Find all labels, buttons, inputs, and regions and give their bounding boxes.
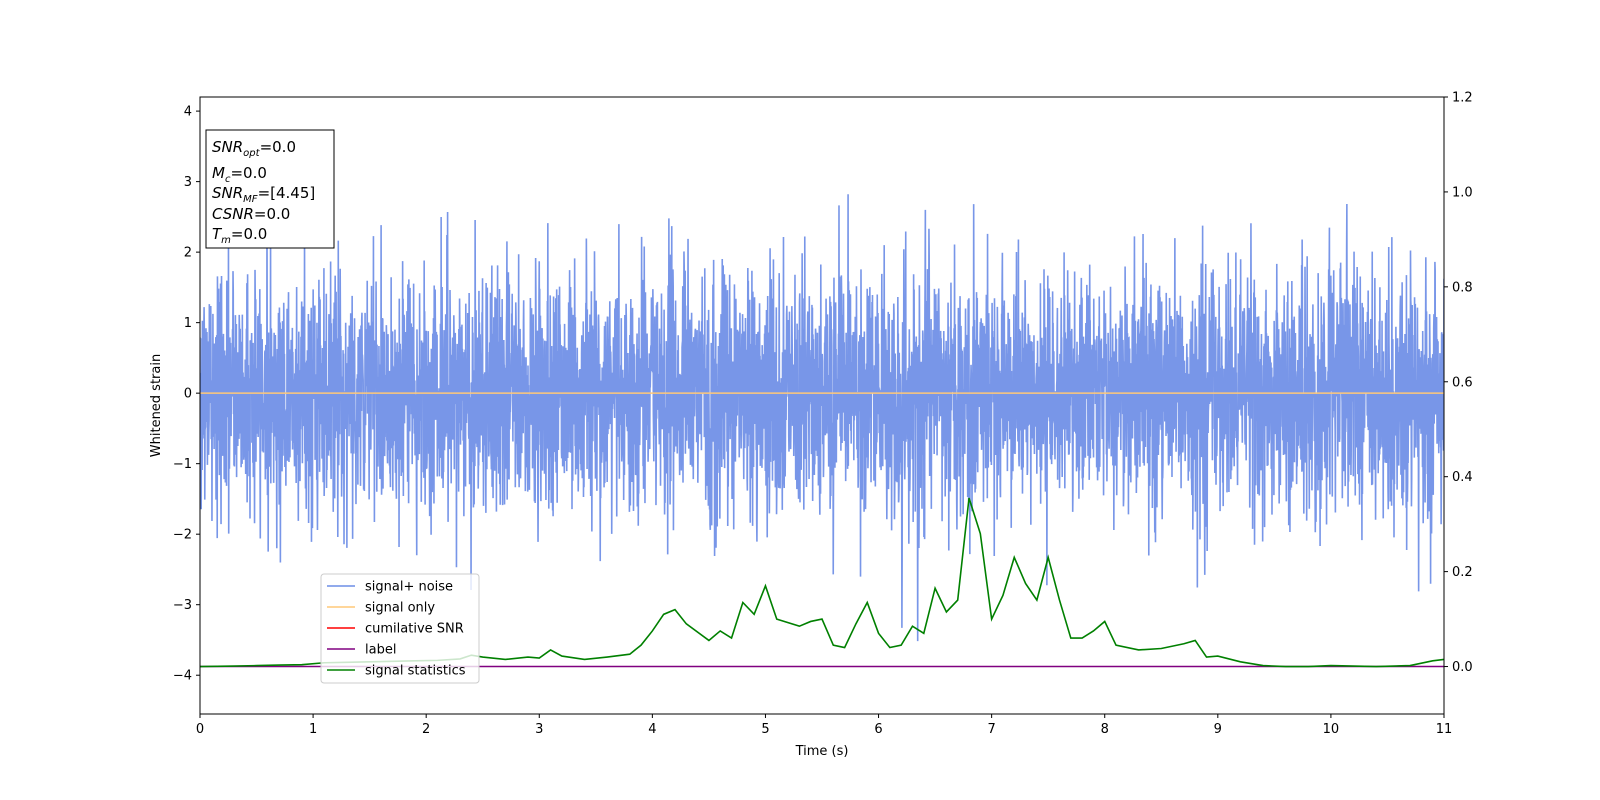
y-tick-label: −2	[173, 528, 192, 543]
annotation-snr-mf: SNRMF=[4.45]	[212, 184, 315, 205]
y-tick-label: 1	[184, 316, 192, 331]
x-tick-label: 10	[1323, 722, 1340, 737]
x-tick-label: 6	[874, 722, 882, 737]
x-tick-label: 5	[761, 722, 769, 737]
y-tick-label: −4	[173, 669, 192, 684]
x-tick-label: 3	[535, 722, 543, 737]
series-signal-noise	[200, 194, 1444, 642]
y2-tick-label: 0.2	[1452, 565, 1473, 580]
y-tick-label: 3	[184, 175, 192, 190]
annotation-mc-value: =0.0	[230, 164, 266, 182]
y2-tick-label: 1.2	[1452, 91, 1473, 106]
legend-label-signal-noise: signal+ noise	[365, 580, 453, 595]
y2-tick-label: 1.0	[1452, 185, 1473, 200]
annotation-snr-opt-name: SNR	[212, 138, 243, 156]
annotation-mc: Mc=0.0	[212, 164, 267, 185]
x-tick-label: 4	[648, 722, 656, 737]
annotation-frame	[205, 129, 335, 249]
annotation-mc-sub: c	[225, 174, 231, 185]
annotation-snr-opt: SNRopt=0.0	[212, 138, 296, 159]
annotation-snr-mf-sub: MF	[243, 194, 258, 205]
y2-tick-label: 0.8	[1452, 280, 1473, 295]
x-axis-label: Time (s)	[795, 744, 849, 759]
y-tick-label: 2	[184, 246, 192, 261]
x-tick-label: 2	[422, 722, 430, 737]
legend-frame	[320, 573, 480, 684]
legend-label-signal-only: signal only	[365, 601, 435, 616]
y-axis-label: Whitened strain	[149, 354, 164, 457]
x-tick-label: 9	[1214, 722, 1222, 737]
legend: signal+ noise signal only cumilative SNR la…	[320, 573, 480, 684]
x-tick-label: 1	[309, 722, 317, 737]
annotation-snr-opt-value: =0.0	[260, 138, 296, 156]
y2-tick-label: 0.0	[1452, 660, 1473, 675]
y-tick-label: 0	[184, 387, 192, 402]
x-tick-label: 8	[1101, 722, 1109, 737]
annotation-tm: Tm=0.0	[212, 225, 267, 246]
annotation-tm-value: =0.0	[231, 225, 267, 243]
series-signal-statistics	[200, 497, 1444, 668]
annotation-tm-name: T	[212, 225, 223, 243]
annotation-csnr: CSNR=0.0	[212, 205, 290, 223]
legend-label-label: label	[365, 643, 396, 658]
x-tick-label: 7	[987, 722, 995, 737]
annotation-csnr-value: =0.0	[254, 205, 290, 223]
y-axis-left: −4 −3 −2 −1 0 1 2 3 4	[173, 105, 200, 684]
y2-tick-label: 0.6	[1452, 375, 1473, 390]
x-tick-label: 11	[1436, 722, 1453, 737]
stats-annotation-box: SNRopt=0.0 Mc=0.0 SNRMF=[4.45] CSNR=0.0 …	[205, 129, 335, 249]
annotation-csnr-name: CSNR	[212, 205, 254, 223]
legend-label-cumilative-snr: cumilative SNR	[365, 622, 464, 637]
y-tick-label: −3	[173, 598, 192, 613]
annotation-snr-opt-sub: opt	[243, 148, 260, 159]
legend-label-signal-statistics: signal statistics	[365, 664, 466, 679]
y2-tick-label: 0.4	[1452, 470, 1473, 485]
x-tick-label: 0	[196, 722, 204, 737]
axes-frame	[199, 96, 1445, 715]
y-tick-label: −1	[173, 457, 192, 472]
annotation-tm-sub: m	[221, 235, 231, 246]
y-axis-right: 0.0 0.2 0.4 0.6 0.8 1.0 1.2	[1444, 91, 1473, 675]
x-axis: 0 1 2 3 4 5 6 7 8 9 10 11	[196, 714, 1452, 737]
y-tick-label: 4	[184, 105, 192, 120]
annotation-mc-name: M	[212, 164, 225, 182]
annotation-snr-mf-name: SNR	[212, 184, 243, 202]
annotation-snr-mf-value: =[4.45]	[258, 184, 316, 202]
